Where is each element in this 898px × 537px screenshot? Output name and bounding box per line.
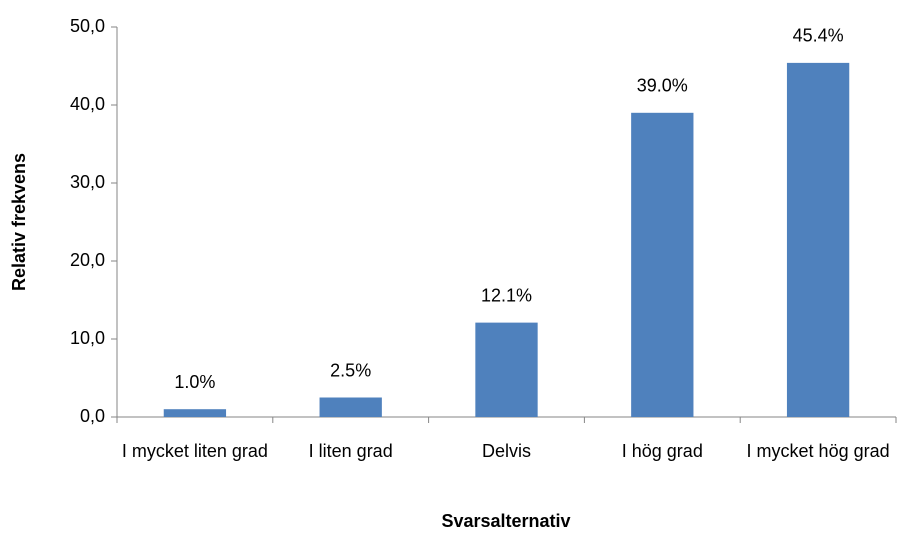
y-tick-label: 10,0 (70, 328, 105, 348)
data-label: 1.0% (174, 372, 215, 392)
data-label: 12.1% (481, 285, 532, 305)
data-label: 2.5% (330, 360, 371, 380)
data-label: 39.0% (637, 76, 688, 96)
bar (631, 112, 694, 418)
bar (475, 322, 538, 417)
x-tick-label: I mycket liten grad (121, 441, 268, 461)
bar (786, 62, 850, 417)
bar (163, 409, 227, 417)
y-tick-label: 0,0 (80, 406, 105, 426)
bar (319, 397, 382, 417)
x-tick-label: Delvis (481, 441, 531, 461)
x-tick-label: I mycket hög grad (746, 441, 890, 461)
x-tick-label: I liten grad (308, 441, 393, 461)
x-tick-label: I hög grad (621, 441, 703, 461)
y-tick-label: 50,0 (70, 16, 105, 36)
data-label: 45.4% (793, 26, 844, 46)
y-tick-label: 20,0 (70, 250, 105, 270)
y-tick-label: 40,0 (70, 94, 105, 114)
y-axis-title: Relativ frekvens (9, 153, 29, 291)
y-tick-label: 30,0 (70, 172, 105, 192)
x-axis-title: Svarsalternativ (441, 511, 570, 531)
